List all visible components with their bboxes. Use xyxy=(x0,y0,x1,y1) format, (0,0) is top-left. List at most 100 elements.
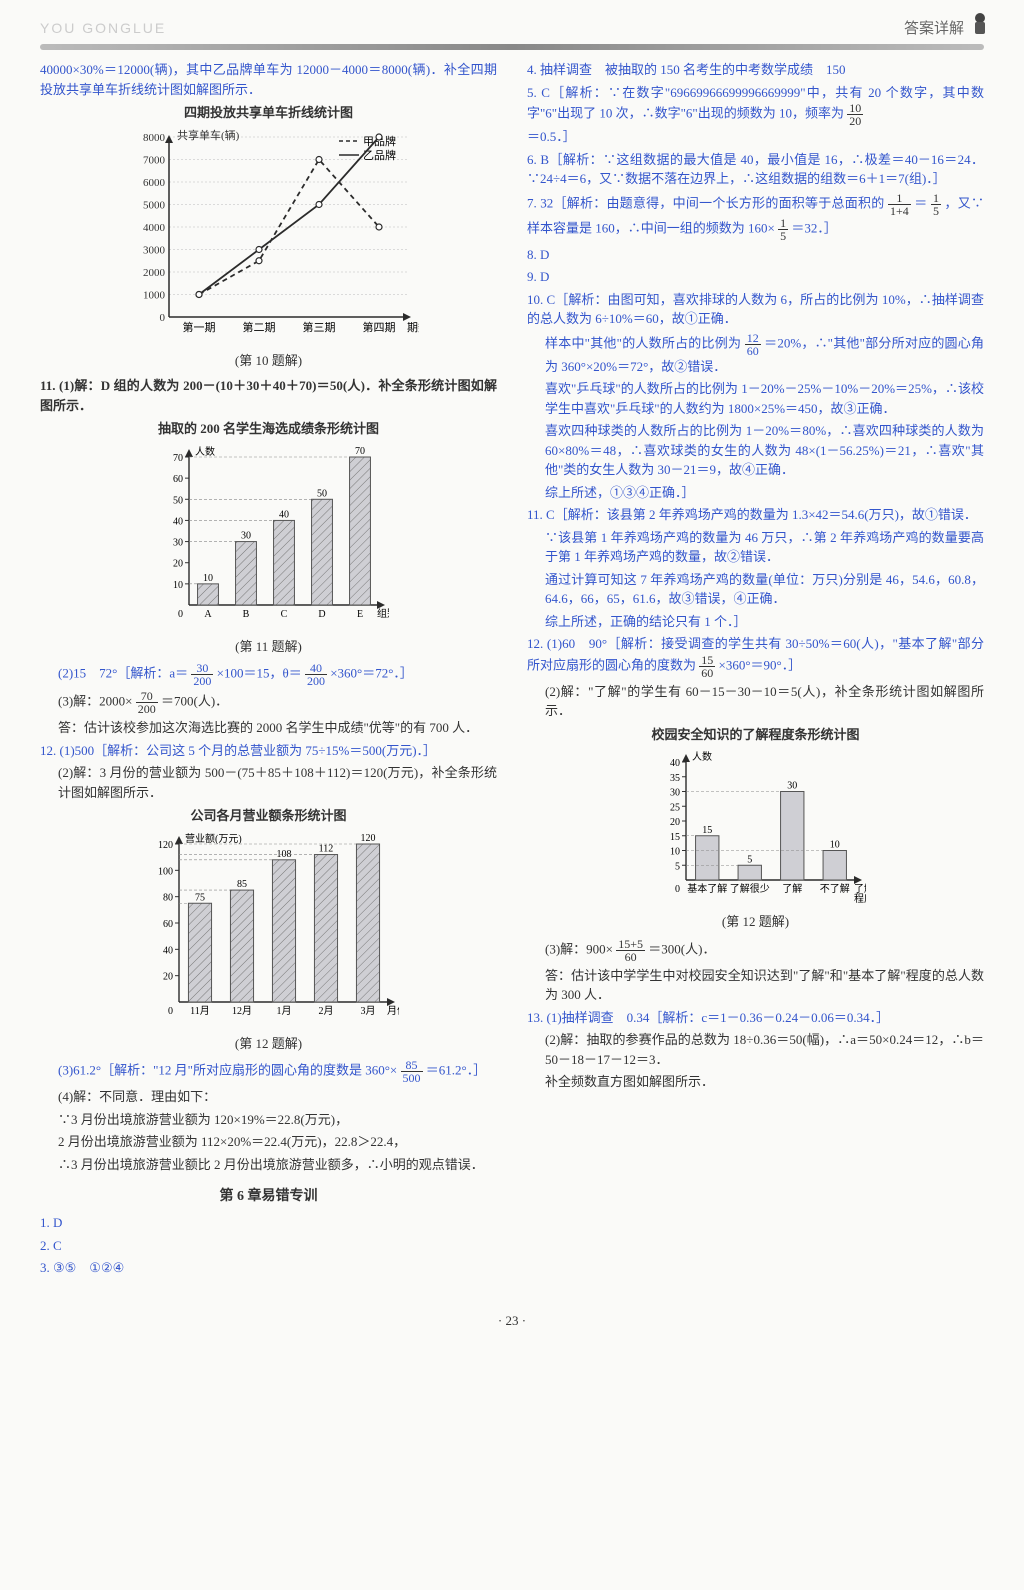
chart-title: 校园安全知识的了解程度条形统计图 xyxy=(527,725,984,745)
text: (3)解：2000× 70200 ＝700(人)． xyxy=(40,690,497,715)
svg-text:85: 85 xyxy=(237,879,247,890)
text: (2)15 72°［解析：a＝ xyxy=(58,665,188,680)
svg-text:10: 10 xyxy=(829,840,839,851)
svg-text:40: 40 xyxy=(279,509,289,520)
svg-text:第二期: 第二期 xyxy=(242,320,275,334)
svg-text:程度: 程度 xyxy=(854,892,866,905)
text: ×100＝15，θ＝ xyxy=(217,665,302,680)
text: 2 月份出境旅游营业额为 112×20%＝22.4(万元)，22.8＞22.4， xyxy=(40,1132,497,1152)
svg-text:50: 50 xyxy=(317,488,327,499)
text: 15+5 xyxy=(616,938,645,951)
svg-text:D: D xyxy=(318,609,325,620)
svg-text:8000: 8000 xyxy=(143,132,166,144)
svg-text:12月: 12月 xyxy=(232,1005,252,1017)
text: ∴3 月份出境旅游营业额比 2 月份出境旅游营业额多，∴小明的观点错误． xyxy=(40,1155,497,1175)
svg-text:60: 60 xyxy=(163,919,173,930)
svg-text:基本了解: 基本了解 xyxy=(687,882,727,895)
text: 11. C［解析：该县第 2 年养鸡场产鸡的数量为 1.3×42＝54.6(万只… xyxy=(527,505,984,525)
svg-text:40: 40 xyxy=(670,758,680,769)
text: 喜欢"乒乓球"的人数所占的比例为 1－20%－25%－10%－20%＝25%，∴… xyxy=(527,379,984,418)
svg-text:第四期: 第四期 xyxy=(362,320,395,334)
header-divider xyxy=(40,44,984,50)
chart-caption: (第 10 题解) xyxy=(40,351,497,371)
svg-text:0: 0 xyxy=(178,609,183,620)
text: 200 xyxy=(191,675,213,687)
svg-text:4000: 4000 xyxy=(143,222,166,234)
svg-text:3月: 3月 xyxy=(360,1005,375,1017)
text: 500 xyxy=(401,1072,423,1084)
chart-title: 四期投放共享单车折线统计图 xyxy=(40,103,497,123)
svg-text:15: 15 xyxy=(702,825,712,836)
text: (3)61.2°［解析："12 月"所对应扇形的圆心角的度数是 360°× 85… xyxy=(40,1059,497,1084)
text: 综上所述，正确的结论只有 1 个．］ xyxy=(527,612,984,632)
svg-text:C: C xyxy=(280,609,287,620)
svg-text:80: 80 xyxy=(163,892,173,903)
svg-text:20: 20 xyxy=(670,817,680,828)
text: 5. C［解析：∵在数字"69669966699996669999"中，共有 2… xyxy=(527,83,984,147)
svg-text:第一期: 第一期 xyxy=(182,320,215,334)
text: (2)15 72°［解析：a＝ 30200 ×100＝15，θ＝ 40200 ×… xyxy=(40,662,497,687)
text: 11. (1)解：D 组的人数为 200－(10＋30＋40＋70)＝50(人)… xyxy=(40,376,497,415)
svg-text:30: 30 xyxy=(173,537,183,548)
text: 7. 32［解析：由题意得，中间一个长方形的面积等于总面积的 11+4 ＝ 15… xyxy=(527,192,984,242)
svg-text:了解: 了解 xyxy=(782,882,802,895)
svg-text:10: 10 xyxy=(670,847,680,858)
svg-text:E: E xyxy=(356,609,362,620)
svg-text:营业额(万元): 营业额(万元) xyxy=(185,832,242,845)
text: 2. C xyxy=(40,1236,497,1256)
bar-chart-12: 20406080100120营业额(万元)7511月8512月1081月1122… xyxy=(139,830,399,1030)
text: 通过计算可知这 7 年养鸡场产鸡的数量(单位：万只)分别是 46，54.6，60… xyxy=(527,570,984,609)
text: 9. D xyxy=(527,267,984,287)
text: ×360°＝90°．］ xyxy=(719,657,802,672)
svg-text:5: 5 xyxy=(747,854,752,865)
svg-text:共享单车(辆): 共享单车(辆) xyxy=(177,128,240,142)
svg-text:B: B xyxy=(242,609,249,620)
text: 200 xyxy=(305,675,327,687)
svg-text:50: 50 xyxy=(173,495,183,506)
page-number: · 23 · xyxy=(0,1311,1024,1331)
svg-text:70: 70 xyxy=(173,453,183,464)
svg-text:70: 70 xyxy=(355,446,365,457)
svg-text:30: 30 xyxy=(787,781,797,792)
text: 1 xyxy=(778,217,788,230)
text: (2)解："了解"的学生有 60－15－30－10＝5(人)，补全条形统计图如解… xyxy=(527,682,984,721)
text: ∵该县第 1 年养鸡场产鸡的数量为 46 万只，∴第 2 年养鸡场产鸡的数量要高… xyxy=(527,528,984,567)
svg-text:1000: 1000 xyxy=(143,289,166,301)
bar-chart-11: 10203040506070人数10A30B40C50D70E组别0 xyxy=(149,443,389,633)
page-content: 40000×30%＝12000(辆)，其中乙品牌单车为 12000－4000＝8… xyxy=(0,0,1024,1301)
text: 答：估计该中学学生中对校园安全知识达到"了解"和"基本了解"程度的总人数为 30… xyxy=(527,966,984,1005)
svg-text:7000: 7000 xyxy=(143,154,166,166)
text: ＝32．］ xyxy=(791,220,837,235)
text: 12 xyxy=(745,332,761,345)
text: 4. 抽样调查 被抽取的 150 名考生的中考数学成绩 150 xyxy=(527,60,984,80)
svg-text:第三期: 第三期 xyxy=(302,320,335,334)
text: 5 xyxy=(778,230,788,242)
svg-text:0: 0 xyxy=(675,884,680,895)
text: 200 xyxy=(136,703,158,715)
chart-caption: (第 12 题解) xyxy=(527,912,984,932)
chart-title: 抽取的 200 名学生海选成绩条形统计图 xyxy=(40,419,497,439)
text: 答：估计该校参加这次海选比赛的 2000 名学生中成绩"优等"的有 700 人． xyxy=(40,718,497,738)
text: 1+4 xyxy=(888,205,911,217)
chart-caption: (第 11 题解) xyxy=(40,637,497,657)
text: ＝61.2°．］ xyxy=(426,1062,486,1077)
text: 补全频数直方图如解图所示． xyxy=(527,1072,984,1092)
svg-text:35: 35 xyxy=(670,773,680,784)
text: (3)解：900× 15+560 ＝300(人)． xyxy=(527,938,984,963)
text: 1. D xyxy=(40,1213,497,1233)
text: 7. 32［解析：由题意得，中间一个长方形的面积等于总面积的 xyxy=(527,195,888,210)
text: 12. (1)60 90°［解析：接受调查的学生共有 30÷50%＝60(人)，… xyxy=(527,634,984,679)
text: 1 xyxy=(931,192,941,205)
text: 60 xyxy=(745,345,761,357)
svg-text:6000: 6000 xyxy=(143,177,166,189)
text: 12. (1)500［解析：公司这 5 个月的总营业额为 75÷15%＝500(… xyxy=(40,741,497,761)
text: (4)解：不同意．理由如下： xyxy=(40,1087,497,1107)
text: ×360°＝72°．］ xyxy=(330,665,413,680)
text: (2)解：抽取的参赛作品的总数为 18÷0.36＝50(幅)，∴a＝50×0.2… xyxy=(527,1030,984,1069)
svg-text:人数: 人数 xyxy=(692,750,712,763)
text: ∵3 月份出境旅游营业额为 120×19%＝22.8(万元)， xyxy=(40,1110,497,1130)
mascot-icon xyxy=(966,10,994,38)
svg-text:2月: 2月 xyxy=(318,1005,333,1017)
svg-text:30: 30 xyxy=(241,530,251,541)
right-column: 4. 抽样调查 被抽取的 150 名考生的中考数学成绩 150 5. C［解析：… xyxy=(527,30,984,1281)
